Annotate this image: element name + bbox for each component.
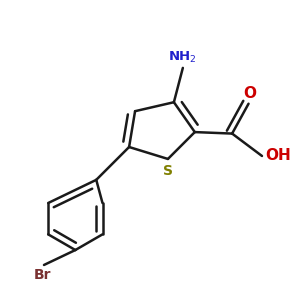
Text: O: O [244,86,256,101]
Text: NH$_2$: NH$_2$ [168,50,197,65]
Text: OH: OH [266,148,291,164]
Text: S: S [163,164,173,178]
Text: Br: Br [34,268,51,282]
